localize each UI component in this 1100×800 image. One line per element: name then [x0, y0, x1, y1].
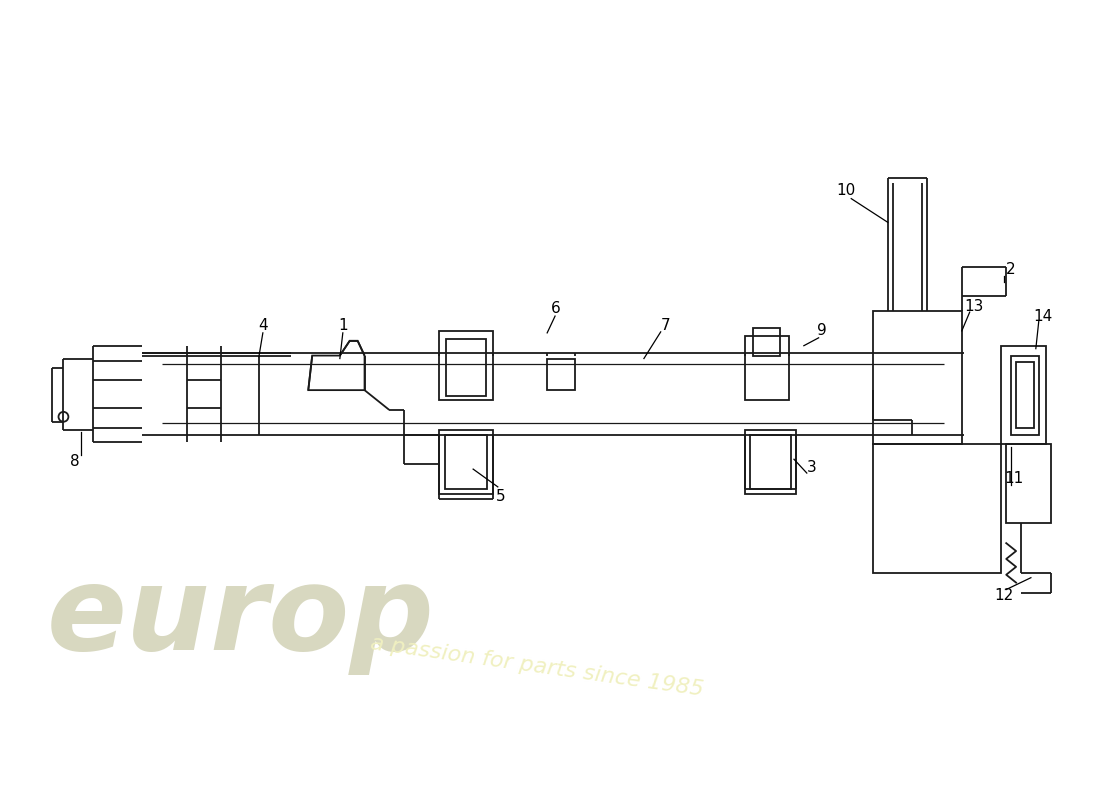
Bar — [745, 336, 789, 400]
Bar — [752, 328, 780, 355]
Text: europ: europ — [47, 560, 436, 674]
Text: 5: 5 — [496, 490, 506, 504]
Text: 7: 7 — [661, 318, 670, 334]
Text: 6: 6 — [551, 301, 561, 316]
Text: 1: 1 — [338, 318, 348, 334]
Text: 10: 10 — [837, 183, 856, 198]
Text: 11: 11 — [1004, 471, 1024, 486]
Bar — [1001, 346, 1046, 445]
Text: 4: 4 — [258, 318, 267, 334]
Text: 12: 12 — [994, 588, 1014, 603]
Bar — [446, 434, 487, 489]
Bar — [1011, 355, 1038, 434]
Text: 14: 14 — [1033, 309, 1053, 323]
Text: a passion for parts since 1985: a passion for parts since 1985 — [370, 634, 705, 700]
Text: 8: 8 — [70, 454, 80, 469]
Text: 13: 13 — [964, 298, 983, 314]
Bar — [1006, 445, 1050, 523]
Text: 2: 2 — [1006, 262, 1016, 277]
Bar — [547, 358, 575, 390]
Bar — [873, 311, 961, 445]
Bar — [1016, 362, 1034, 428]
Bar — [447, 338, 486, 396]
Bar — [873, 445, 1001, 573]
Bar — [745, 430, 796, 494]
Bar — [439, 430, 493, 494]
Text: 3: 3 — [807, 460, 816, 474]
Bar — [749, 434, 791, 489]
Text: 9: 9 — [816, 323, 826, 338]
Bar — [439, 331, 493, 400]
